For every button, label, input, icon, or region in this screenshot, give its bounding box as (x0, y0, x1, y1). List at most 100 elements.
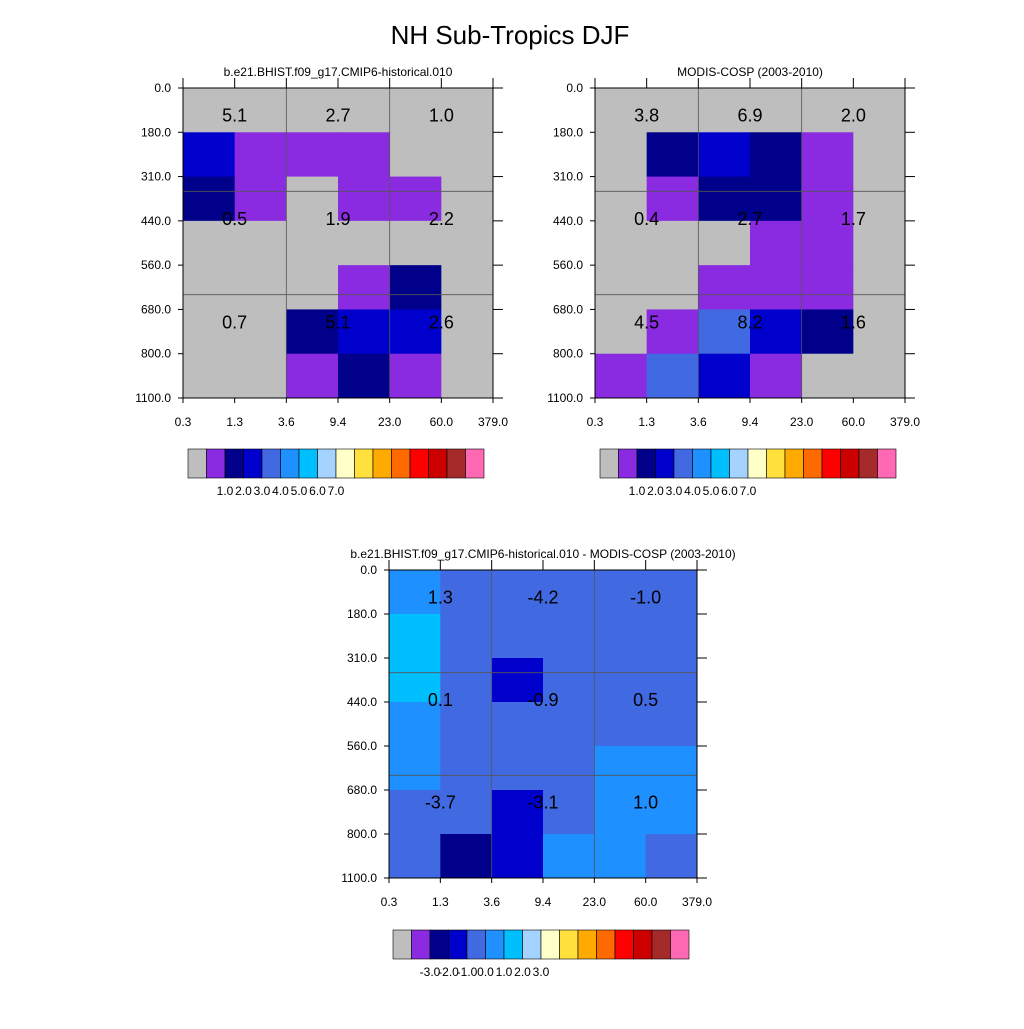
heatmap-cell (183, 353, 236, 399)
heatmap-cell (183, 220, 236, 266)
heatmap-cell (750, 132, 803, 178)
heatmap-cell (389, 309, 442, 355)
colorbar-swatch (317, 448, 337, 479)
heatmap-cell (645, 702, 698, 747)
colorbar-swatch (821, 448, 841, 479)
colorbar-swatch (280, 448, 300, 479)
heatmap-cell (543, 746, 595, 791)
heatmap-cell (594, 746, 647, 791)
box-value-label: 6.9 (737, 106, 762, 126)
y-tick-label: 680.0 (553, 302, 583, 316)
box-value-label: -0.9 (527, 690, 558, 710)
heatmap-cell (801, 220, 854, 266)
heatmap-cell (595, 88, 648, 133)
colorbar-swatch (503, 929, 523, 960)
box-value-label: 2.7 (737, 209, 762, 229)
heatmap-cell (338, 220, 391, 266)
heatmap-cell (853, 88, 906, 133)
heatmap-cell (853, 220, 906, 266)
y-tick-label: 800.0 (141, 347, 171, 361)
heatmap-cell (183, 309, 236, 355)
heatmap-cell (440, 790, 493, 835)
panel-title: MODIS-COSP (2003-2010) (677, 65, 823, 79)
x-tick-label: 23.0 (790, 415, 814, 429)
heatmap-cell (440, 570, 493, 615)
colorbar-swatch (577, 929, 597, 960)
heatmap-cell (389, 132, 442, 178)
heatmap-cell (698, 265, 751, 310)
colorbar-swatch (446, 448, 466, 479)
heatmap-cell (594, 570, 647, 615)
heatmap-cell (183, 176, 236, 222)
heatmap-cell (543, 702, 595, 747)
heatmap-cell (183, 132, 236, 178)
x-tick-label: 23.0 (583, 895, 607, 909)
heatmap-cell (234, 309, 287, 355)
x-tick-label: 3.6 (690, 415, 707, 429)
colorbar-swatch (596, 929, 616, 960)
heatmap-cell (286, 265, 339, 310)
x-tick-label: 1.3 (638, 415, 655, 429)
colorbar-swatch (599, 448, 619, 479)
colorbar-swatch (840, 448, 860, 479)
y-tick-label: 560.0 (347, 739, 377, 753)
box-value-label: -3.7 (425, 793, 456, 813)
heatmap-cell (440, 834, 493, 879)
colorbar-swatch (224, 448, 244, 479)
heatmap-cell (594, 658, 647, 703)
heatmap-cell (491, 570, 544, 615)
colorbar-label: 5.0 (703, 484, 720, 498)
heatmap-cell (594, 834, 647, 879)
heatmap-cell (286, 353, 339, 399)
heatmap-cell (646, 265, 699, 310)
colorbar-swatch (858, 448, 878, 479)
heatmap-cell (750, 265, 803, 310)
x-tick-label: 9.4 (535, 895, 552, 909)
heatmap-cell (491, 614, 544, 659)
heatmap-cell (750, 88, 803, 133)
y-tick-label: 310.0 (141, 170, 171, 184)
colorbar-swatch (636, 448, 656, 479)
heatmap-cell (543, 614, 595, 659)
heatmap-cell (389, 702, 441, 747)
heatmap-cell (491, 702, 544, 747)
chart-panel-1: b.e21.BHIST.f09_g17.CMIP6-historical.010… (135, 65, 508, 498)
x-tick-label: 0.3 (175, 415, 192, 429)
heatmap-cell (595, 265, 648, 310)
heatmap-cell (750, 176, 803, 222)
x-tick-label: 23.0 (378, 415, 402, 429)
colorbar-swatch (559, 929, 579, 960)
heatmap-cell (594, 702, 647, 747)
heatmap-cell (801, 176, 854, 222)
colorbar-swatch (206, 448, 226, 479)
x-tick-label: 379.0 (478, 415, 508, 429)
heatmap-cell (338, 309, 391, 355)
y-tick-label: 440.0 (141, 214, 171, 228)
box-value-label: 1.3 (428, 587, 453, 607)
heatmap-cell (389, 614, 441, 659)
y-tick-label: 560.0 (141, 258, 171, 272)
heatmap-cell (853, 132, 906, 178)
heatmap-cell (441, 353, 494, 399)
x-tick-label: 60.0 (842, 415, 866, 429)
colorbar-swatch (354, 448, 374, 479)
heatmap-cell (645, 658, 698, 703)
colorbar-swatch (465, 448, 485, 479)
heatmap-cell (286, 309, 339, 355)
heatmap-cell (750, 220, 803, 266)
heatmap-cell (389, 834, 441, 879)
x-tick-label: 9.4 (742, 415, 759, 429)
heatmap-cell (234, 353, 287, 399)
colorbar-swatch (618, 448, 638, 479)
heatmap-cell (389, 746, 441, 791)
colorbar-label: 5.0 (291, 484, 308, 498)
box-value-label: -1.0 (630, 587, 661, 607)
colorbar-swatch (298, 448, 318, 479)
colorbar-swatch (877, 448, 897, 479)
heatmap-cell (389, 570, 441, 615)
x-tick-label: 3.6 (483, 895, 500, 909)
colorbar-label: 4.0 (684, 484, 701, 498)
colorbar-swatch (409, 448, 429, 479)
chart-panel-3: b.e21.BHIST.f09_g17.CMIP6-historical.010… (341, 547, 735, 979)
colorbar-label: 3.0 (254, 484, 271, 498)
